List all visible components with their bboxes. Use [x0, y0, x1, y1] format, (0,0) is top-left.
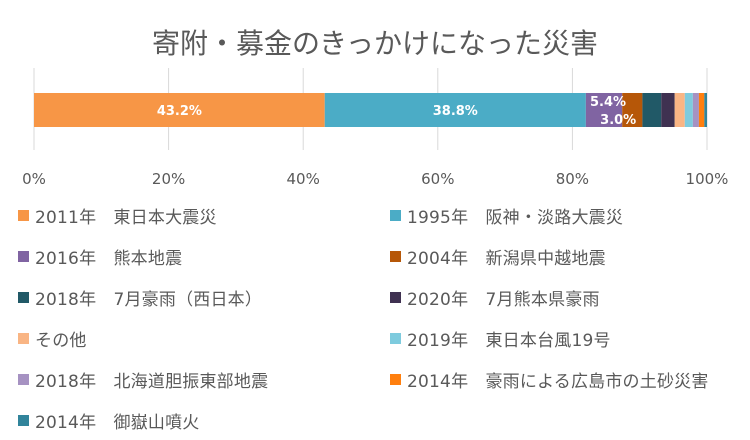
bar-segment	[34, 93, 325, 127]
x-tick-label: 40%	[287, 170, 320, 188]
legend-item: その他	[18, 325, 87, 351]
bar-segment	[704, 93, 707, 127]
legend-item: 1995年 阪神・淡路大震災	[390, 202, 623, 228]
data-label: 43.2%	[157, 104, 202, 119]
bar-segment	[661, 93, 675, 127]
legend-item: 2020年 7月熊本県豪雨	[390, 284, 600, 310]
data-label: 3.0%	[600, 113, 636, 128]
bar-segment	[698, 93, 705, 127]
legend-label: 2020年 7月熊本県豪雨	[407, 289, 600, 310]
legend-swatch	[18, 209, 29, 221]
legend-label: 2014年 御嶽山噴火	[35, 412, 200, 433]
stacked-bar-chart: 43.2% 38.8% 5.4% 3.0% 0% 20% 40% 60% 80% 100%	[22, 68, 729, 188]
legend-label: 2018年 北海道胆振東部地震	[35, 371, 269, 392]
legend-item: 2004年 新潟県中越地震	[390, 243, 606, 269]
legend-label: 2019年 東日本台風19号	[407, 330, 611, 351]
legend-label: 2011年 東日本大震災	[35, 207, 217, 228]
legend-swatch	[18, 332, 29, 344]
legend-item: 2011年 東日本大震災	[18, 202, 217, 228]
legend-label: 2016年 熊本地震	[35, 248, 183, 269]
x-tick-label: 0%	[22, 170, 46, 188]
bar-segment	[684, 93, 693, 127]
legend-label: 1995年 阪神・淡路大震災	[407, 207, 624, 228]
legend-swatch	[390, 209, 401, 221]
legend-item: 2019年 東日本台風19号	[390, 325, 611, 351]
legend-swatch	[18, 373, 29, 385]
legend-item: 2014年 御嶽山噴火	[18, 407, 199, 433]
legend-swatch	[18, 250, 29, 262]
legend-swatch	[390, 332, 401, 344]
legend-label: 2018年 7月豪雨（西日本）	[35, 289, 263, 310]
x-tick-label: 60%	[421, 170, 454, 188]
bar-segment	[585, 93, 623, 127]
legend-item: 2014年 豪雨による広島市の土砂災害	[390, 366, 709, 392]
legend-label: 2014年 豪雨による広島市の土砂災害	[407, 371, 709, 392]
data-label: 38.8%	[433, 104, 478, 119]
legend-item: 2016年 熊本地震	[18, 243, 182, 269]
data-label: 5.4%	[590, 95, 626, 110]
legend-swatch	[390, 373, 401, 385]
chart-title: 寄附・募金のきっかけになった災害	[151, 27, 599, 60]
legend-swatch	[390, 250, 401, 262]
legend-item: 2018年 7月豪雨（西日本）	[18, 284, 262, 310]
legend-swatch	[18, 414, 29, 426]
x-tick-label: 100%	[686, 170, 729, 188]
bar-segment	[324, 93, 586, 127]
legend-label: その他	[35, 330, 87, 351]
bar-segment	[622, 93, 643, 127]
bar-segment	[642, 93, 662, 127]
legend-label: 2004年 新潟県中越地震	[407, 248, 606, 269]
legend-swatch	[18, 291, 29, 303]
legend-item: 2018年 北海道胆振東部地震	[18, 366, 268, 392]
legend-swatch	[390, 291, 401, 303]
x-tick-label: 20%	[152, 170, 185, 188]
x-tick-label: 80%	[556, 170, 589, 188]
bar-segment	[692, 93, 699, 127]
bar-segment	[674, 93, 685, 127]
